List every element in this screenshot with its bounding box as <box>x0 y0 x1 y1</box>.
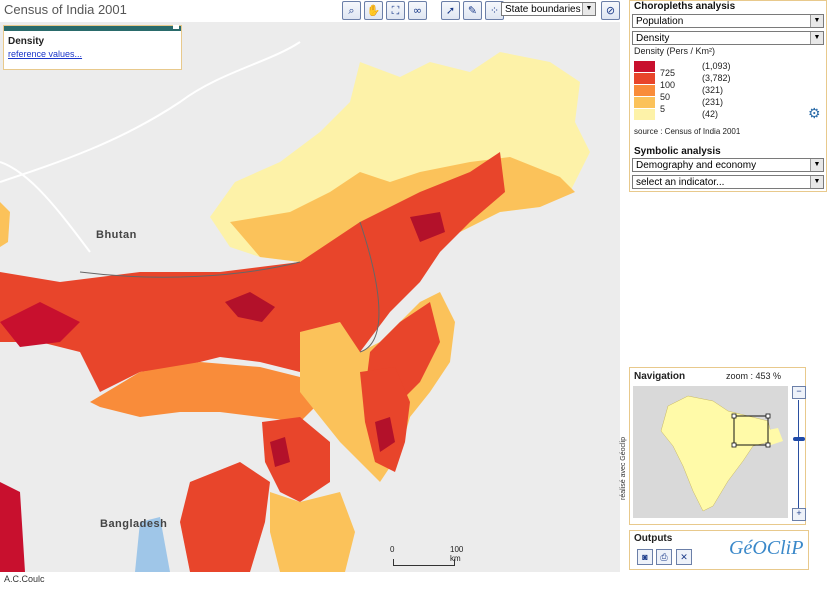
symbolic-indicator-select[interactable]: select an indicator... ▼ <box>632 175 824 189</box>
legend-swatch-3 <box>634 85 655 96</box>
legend-threshold-4: 5 <box>660 104 666 114</box>
symbolic-theme-select[interactable]: Demography and economy ▼ <box>632 158 824 172</box>
chevron-down-icon: ▼ <box>810 15 823 27</box>
zoom-icon[interactable]: ⌕ <box>342 1 361 20</box>
zoom-in-button[interactable]: + <box>792 508 806 521</box>
close-icon[interactable]: ✕ <box>676 549 692 565</box>
zoom-handle[interactable] <box>793 437 805 441</box>
symbolic-theme-select-value: Demography and economy <box>636 160 757 171</box>
chevron-down-icon: ▼ <box>810 159 823 171</box>
pointer-icon[interactable]: ➚ <box>441 1 460 20</box>
map-info-box: Density reference values... <box>3 25 182 70</box>
scale-label-max: 100 km <box>450 545 464 563</box>
map-label-bangladesh: Bangladesh <box>100 518 168 530</box>
print-icon[interactable]: ⎙ <box>656 549 672 565</box>
indicator-select[interactable]: Density ▼ <box>632 31 824 45</box>
symbolic-indicator-select-value: select an indicator... <box>636 177 725 188</box>
navigation-panel: Navigation zoom : 453 % <box>629 367 806 525</box>
legend-count-3: (321) <box>702 85 724 95</box>
map-label-bhutan: Bhutan <box>96 229 137 241</box>
binoculars-icon[interactable]: ∞ <box>408 1 427 20</box>
zoom-level-label: zoom : 453 % <box>725 371 781 381</box>
full-extent-icon[interactable]: ⛶ <box>386 1 405 20</box>
geoclip-logo: GéOCliP <box>729 537 804 559</box>
chevron-down-icon: ▼ <box>810 176 823 188</box>
chevron-down-icon: ▼ <box>582 3 595 15</box>
map-toolbar: ⌕ ✋ ⛶ ∞ ➚ ✎ ⁘ <box>342 1 504 20</box>
overview-map[interactable] <box>633 386 788 518</box>
legend-swatch-4 <box>634 97 655 108</box>
export-image-icon[interactable]: ◙ <box>637 549 653 565</box>
reference-values-link[interactable]: reference values... <box>8 49 83 59</box>
legend-threshold-1: 725 <box>660 68 676 78</box>
app-title: Census of India 2001 <box>4 2 127 17</box>
layer-select[interactable]: State boundaries ▼ <box>501 2 596 16</box>
author-credit: A.C.Coulc <box>4 574 45 584</box>
legend-threshold-3: 50 <box>660 92 671 102</box>
outputs-heading: Outputs <box>634 533 673 544</box>
legend-threshold-2: 100 <box>660 80 676 90</box>
chevron-down-icon: ▼ <box>810 32 823 44</box>
pan-hand-icon[interactable]: ✋ <box>364 1 383 20</box>
zoom-out-button[interactable]: − <box>792 386 806 399</box>
legend-count-1: (1,093) <box>702 61 731 71</box>
legend-count-4: (231) <box>702 97 724 107</box>
navigation-heading: Navigation <box>634 371 686 382</box>
legend-source: source : Census of India 2001 <box>634 127 741 136</box>
indicator-select-value: Density <box>636 33 670 44</box>
map-canvas <box>0 22 620 572</box>
zoom-track <box>798 400 799 508</box>
zoom-slider[interactable]: − + <box>792 386 806 521</box>
vertical-credit: réalisé avec Géoclip <box>620 436 627 500</box>
legend-count-2: (3,782) <box>702 73 731 83</box>
theme-select-value: Population <box>636 16 684 27</box>
edit-icon[interactable]: ✎ <box>463 1 482 20</box>
minimize-icon[interactable] <box>173 25 179 29</box>
scale-label-zero: 0 <box>390 545 395 554</box>
theme-select[interactable]: Population ▼ <box>632 14 824 28</box>
legend-swatch-5 <box>634 109 655 120</box>
no-layer-icon[interactable]: ⊘ <box>601 1 620 20</box>
legend-swatch-2 <box>634 73 655 84</box>
analysis-panel: Choropleths analysis Population ▼ Densit… <box>629 0 827 192</box>
legend-swatch-1 <box>634 61 655 72</box>
outputs-panel: Outputs ◙ ⎙ ✕ <box>629 530 809 570</box>
info-box-title: Density <box>8 36 45 47</box>
legend-unit-label: Density (Pers / Km²) <box>634 46 716 56</box>
info-box-titlebar <box>4 25 181 31</box>
choropleth-map[interactable]: Bhutan Bangladesh <box>0 22 620 572</box>
scale-line <box>393 559 455 566</box>
legend-count-5: (42) <box>702 109 719 119</box>
settings-gear-icon[interactable]: ⚙ <box>808 105 821 121</box>
choropleth-heading: Choropleths analysis <box>634 1 736 12</box>
layer-select-value: State boundaries <box>505 4 581 15</box>
symbolic-heading: Symbolic analysis <box>634 146 721 157</box>
